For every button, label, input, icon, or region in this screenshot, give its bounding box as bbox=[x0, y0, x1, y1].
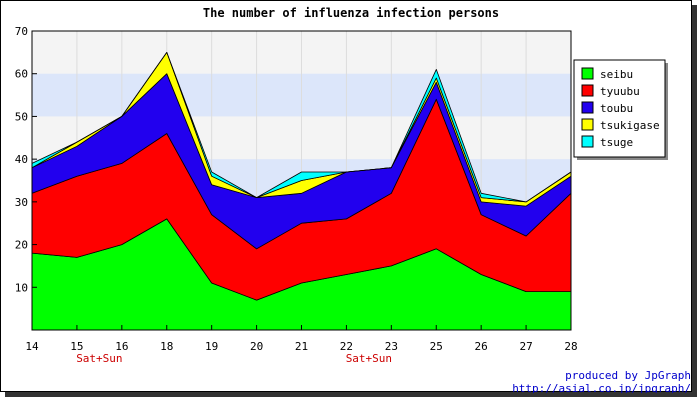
x-tick-label-27: 27 bbox=[519, 340, 532, 353]
x-tick-label-25: 25 bbox=[430, 340, 443, 353]
legend-swatch-tyuubu bbox=[581, 84, 594, 97]
x-tick-label-23: 23 bbox=[385, 340, 398, 353]
series-area-tsuge bbox=[31, 52, 572, 203]
x-sublabel-1: Sat+Sun bbox=[346, 352, 392, 365]
y-tick-label-10: 10 bbox=[15, 281, 28, 294]
legend-label-tsuge: tsuge bbox=[600, 136, 633, 149]
x-tick-label-20: 20 bbox=[250, 340, 263, 353]
legend-swatch-tsuge bbox=[581, 135, 594, 148]
x-tick-label-19: 19 bbox=[205, 340, 218, 353]
x-tick-label-26: 26 bbox=[475, 340, 488, 353]
y-tick-label-30: 30 bbox=[15, 196, 28, 209]
x-tick-label-28: 28 bbox=[564, 340, 577, 353]
chart-svg: The number of influenza infection person… bbox=[15, 6, 691, 393]
legend-label-tyuubu: tyuubu bbox=[600, 85, 640, 98]
x-tick-label-21: 21 bbox=[295, 340, 308, 353]
x-tick-label-18: 18 bbox=[160, 340, 173, 353]
footer-url: http://asial.co.jp/jpgraph/ bbox=[512, 382, 691, 393]
legend-swatch-toubu bbox=[581, 101, 594, 114]
legend-swatch-seibu bbox=[581, 67, 594, 80]
y-tick-label-60: 60 bbox=[15, 68, 28, 81]
legend-swatch-tsukigase bbox=[581, 118, 594, 131]
legend-label-toubu: toubu bbox=[600, 102, 633, 115]
legend-label-seibu: seibu bbox=[600, 68, 633, 81]
footer-credit: produced by JpGraph bbox=[565, 369, 691, 382]
x-tick-label-22: 22 bbox=[340, 340, 353, 353]
legend: seibu tyuubu toubu tsukigase tsuge bbox=[573, 59, 668, 160]
chart-title: The number of influenza infection person… bbox=[203, 6, 499, 20]
x-tick-label-15: 15 bbox=[70, 340, 83, 353]
y-tick-label-50: 50 bbox=[15, 110, 28, 123]
y-tick-label-20: 20 bbox=[15, 239, 28, 252]
x-tick-label-14: 14 bbox=[25, 340, 39, 353]
plot-area: 10 20 30 40 50 60 70 14 15 16 18 19 20 21 22 23 25 26 27 28… bbox=[15, 25, 578, 365]
y-tick-label-70: 70 bbox=[15, 25, 28, 38]
y-tick-label-40: 40 bbox=[15, 153, 28, 166]
x-sublabel-0: Sat+Sun bbox=[76, 352, 122, 365]
legend-label-tsukigase: tsukigase bbox=[600, 119, 660, 132]
x-tick-label-16: 16 bbox=[115, 340, 128, 353]
chart-frame: The number of influenza infection person… bbox=[0, 0, 692, 393]
